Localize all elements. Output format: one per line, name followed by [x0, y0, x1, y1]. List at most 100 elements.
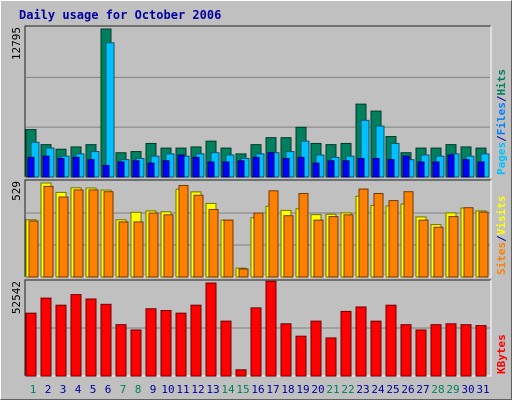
- bar-pages-day-26: [402, 155, 410, 178]
- axis-max-label: 12795: [10, 27, 23, 60]
- x-tick-label: 28: [431, 383, 444, 396]
- bar-pages-day-17: [267, 152, 275, 178]
- bar-sites-day-12: [193, 194, 204, 278]
- bar-sites-day-23: [358, 188, 369, 278]
- legend-part: Pages: [495, 142, 508, 175]
- bar-pages-day-15: [237, 160, 245, 178]
- bar-pages-day-18: [282, 157, 290, 178]
- bar-kbytes-day-11: [175, 312, 187, 377]
- x-tick-label: 15: [236, 383, 249, 396]
- bars: [25, 28, 490, 178]
- bar-pages-day-25: [387, 159, 395, 178]
- bar-sites-day-15: [238, 268, 249, 278]
- bar-sites-day-4: [73, 189, 84, 278]
- bar-pages-day-6: [102, 164, 110, 178]
- bar-files-day-23: [360, 119, 370, 178]
- bar-sites-day-14: [223, 219, 234, 278]
- plot-border-shadow: [24, 25, 491, 177]
- bar-pages-day-20: [312, 162, 320, 178]
- bar-kbytes-day-25: [385, 304, 397, 377]
- bar-sites-day-31: [478, 211, 489, 278]
- bar-kbytes-day-21: [325, 337, 337, 377]
- bars: [25, 280, 487, 377]
- legend-part: /: [495, 135, 508, 142]
- bar-sites-day-16: [253, 212, 264, 278]
- bars: [25, 182, 489, 278]
- plot-border-shadow: [24, 179, 491, 277]
- panel-3: 52542 KBytes: [10, 279, 508, 377]
- x-tick-label: 4: [75, 383, 82, 396]
- x-tick-label: 13: [206, 383, 219, 396]
- bar-kbytes-day-9: [145, 308, 157, 377]
- bar-kbytes-day-8: [130, 329, 142, 377]
- bar-sites-day-19: [298, 192, 309, 278]
- bar-pages-day-11: [177, 154, 185, 178]
- bar-kbytes-day-30: [460, 324, 472, 377]
- bar-pages-day-10: [162, 160, 170, 178]
- x-tick-label: 17: [266, 383, 279, 396]
- bar-kbytes-day-26: [400, 324, 412, 377]
- x-tick-label: 30: [461, 383, 474, 396]
- bar-sites-day-30: [463, 207, 474, 278]
- x-tick-label: 16: [251, 383, 264, 396]
- plot-border-shadow: [24, 279, 491, 376]
- bar-kbytes-day-14: [220, 320, 232, 377]
- x-tick-label: 24: [371, 383, 385, 396]
- bar-pages-day-31: [477, 161, 485, 178]
- x-tick-label: 5: [90, 383, 97, 396]
- bar-kbytes-day-10: [160, 310, 172, 377]
- bar-sites-day-29: [448, 216, 459, 278]
- x-tick-label: 27: [416, 383, 429, 396]
- bar-pages-day-2: [42, 155, 50, 178]
- bar-pages-day-3: [57, 157, 65, 178]
- bar-kbytes-day-12: [190, 304, 202, 377]
- bar-kbytes-day-19: [295, 335, 307, 377]
- bar-files-day-6: [105, 42, 115, 178]
- x-tick-label: 19: [296, 383, 309, 396]
- bar-kbytes-day-5: [85, 298, 97, 377]
- bar-pages-day-12: [192, 156, 200, 178]
- bar-sites-day-10: [163, 214, 174, 278]
- bar-sites-day-9: [148, 212, 159, 278]
- bar-pages-day-16: [252, 156, 260, 178]
- legend-part: Sites: [495, 242, 508, 275]
- bar-sites-day-3: [58, 196, 69, 278]
- legend-part: /: [495, 235, 508, 242]
- bar-sites-day-5: [88, 189, 99, 278]
- bar-sites-day-24: [373, 192, 384, 278]
- legend-part: Visits: [495, 196, 508, 236]
- bar-pages-day-30: [462, 159, 470, 178]
- x-axis-tick-labels: 1 2 3 4 5 6 7 8 9 10 11 12 13 14 15 16 17 18 19 20 21 22 23 24 2…: [30, 383, 490, 396]
- axis-max-label: 529: [10, 181, 23, 201]
- bar-sites-day-8: [133, 221, 144, 278]
- bar-pages-day-13: [207, 161, 215, 178]
- chart-panels: 12795Pages/Files/Hits529Sites/Visits5254…: [10, 25, 508, 377]
- bar-kbytes-day-3: [55, 304, 67, 377]
- series-legend-label: KBytes: [495, 334, 508, 374]
- legend-part: KBytes: [495, 334, 508, 374]
- bar-sites-day-6: [103, 191, 114, 278]
- bar-pages-day-29: [447, 154, 455, 178]
- axis-max-label: 52542: [10, 281, 23, 314]
- bar-kbytes-day-27: [415, 329, 427, 377]
- bar-sites-day-18: [283, 215, 294, 278]
- bar-sites-day-11: [178, 184, 189, 278]
- x-tick-label: 7: [120, 383, 127, 396]
- bar-pages-day-24: [372, 157, 380, 178]
- bar-kbytes-day-6: [100, 303, 112, 377]
- x-tick-label: 21: [326, 383, 339, 396]
- bar-pages-day-21: [327, 160, 335, 178]
- x-tick-label: 31: [476, 383, 489, 396]
- bar-kbytes-day-28: [430, 324, 442, 377]
- bar-pages-day-7: [117, 161, 125, 178]
- bar-kbytes-day-22: [340, 310, 352, 377]
- bar-kbytes-day-20: [310, 320, 322, 377]
- bar-kbytes-day-1: [25, 312, 37, 377]
- bar-pages-day-8: [132, 160, 140, 178]
- bar-sites-day-22: [343, 214, 354, 278]
- bar-pages-day-19: [297, 156, 305, 178]
